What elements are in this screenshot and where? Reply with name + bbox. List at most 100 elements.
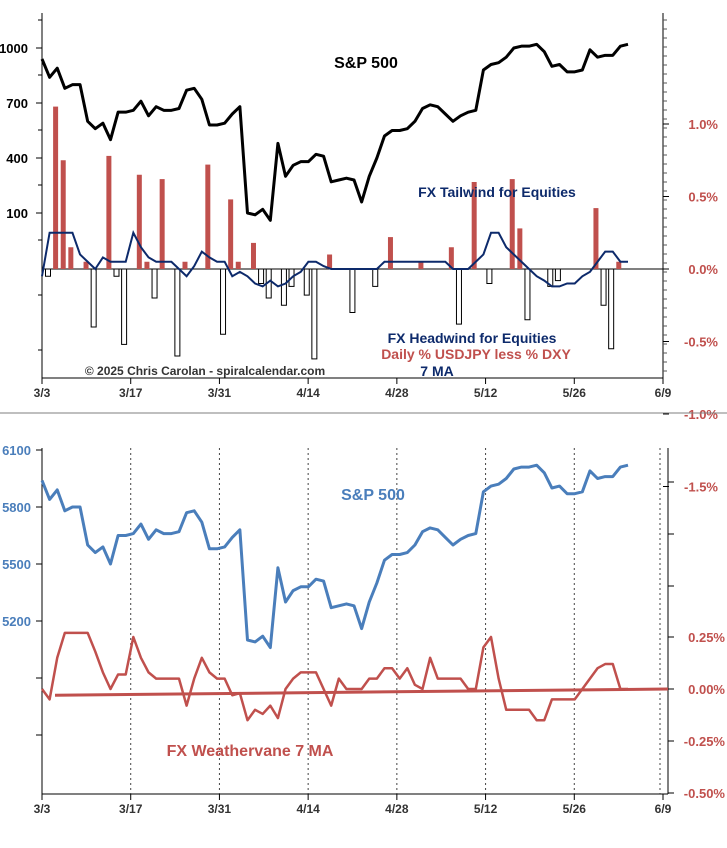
tailwind-bar [235,261,241,269]
bottom-x-ticks: 3/3 3/17 3/31 4/14 4/28 5/12 5/26 6/9 [34,794,672,816]
spx-line-bottom [40,463,629,650]
bottom-left-tick-label: 5200 [2,614,31,629]
headwind-bar [280,268,287,306]
bottom-x-tick-label: 3/17 [119,802,143,816]
top-x-tick-label: 4/28 [385,386,409,400]
headwind-bar [303,268,310,296]
tailwind-bar [616,261,622,269]
bottom-right-tick-label: 0.25% [688,630,725,645]
top-right-tick-label: -1.5% [684,480,718,495]
tailwind-bar [136,174,142,269]
spx-line-top [40,42,629,222]
top-left-tick-label: 400 [6,151,28,166]
top-x-ticks: 3/3 3/17 3/31 4/14 4/28 5/12 5/26 6/9 [34,378,672,400]
tailwind-bar [60,160,66,269]
top-left-ticks: 1000 700 400 100 [0,19,42,351]
headwind-bar [90,268,97,328]
tailwind-bar [593,208,599,269]
top-x-tick-label: 6/9 [655,386,672,400]
top-right-ticks: 1.0% 0.5% 0.0% -0.5% -1.0% -1.5% [663,19,718,495]
top-lines [40,42,629,288]
tailwind-bar [509,179,515,269]
tailwind-bar [205,164,211,269]
bottom-right-tick-label: -0.50% [684,786,726,801]
bottom-panel: 3/3 3/17 3/31 4/14 4/28 5/12 5/26 6/9 6100 5800 5… [2,443,725,816]
headwind-bar [486,268,493,284]
tailwind-bar [182,261,188,269]
tailwind-bar [517,228,523,269]
top-panel: 3/3 3/17 3/31 4/14 4/28 5/12 5/26 6/9 1000 700 40… [0,13,718,495]
tailwind-bar [418,261,424,269]
headwind-bar [45,268,51,277]
tailwind-bar [53,106,59,269]
tailwind-label: FX Tailwind for Equities [418,184,576,200]
tailwind-bar [327,254,333,269]
weathervane-label: FX Weathervane 7 MA [167,743,334,760]
headwind-bar [608,268,615,350]
headwind-bar [554,268,561,282]
bottom-x-tick-label: 4/14 [296,802,320,816]
headwind-bar [174,268,181,357]
top-left-tick-label: 100 [6,206,28,221]
headwind-bar [524,268,531,321]
bottom-right-tick-label: 0.00% [688,682,725,697]
top-right-tick-label: -0.5% [684,335,718,350]
top-right-tick-label: 0.0% [688,262,718,277]
bottom-right-tick-label: -0.25% [684,734,726,749]
tailwind-bar [250,242,256,269]
fx-ma7-line [41,230,628,288]
top-right-tick-label: 1.0% [688,117,718,132]
headwind-bar [113,268,120,277]
headwind-bar [372,268,379,287]
bottom-left-tick-label: 5500 [2,557,31,572]
bottom-spx-label: S&P 500 [341,487,405,504]
top-spx-label: S&P 500 [334,55,398,72]
bottom-x-tick-label: 5/12 [474,802,498,816]
headwind-bar [349,268,356,313]
headwind-bar [600,268,607,306]
headwind-bar [220,268,227,335]
headwind-bar [151,268,158,299]
copyright-text: © 2025 Chris Carolan - spiralcalendar.co… [85,364,325,378]
bottom-left-ticks: 6100 5800 5500 5200 [2,443,42,736]
top-x-tick-label: 4/14 [296,386,320,400]
bottom-lines [40,463,669,722]
top-right-tick-label: -1.0% [684,407,718,422]
tailwind-bar [471,182,477,269]
bottom-x-tick-label: 3/3 [34,802,51,816]
top-x-tick-label: 3/3 [34,386,51,400]
tailwind-bar [387,237,393,269]
fx-daily-bars [45,106,622,360]
top-x-tick-label: 5/26 [563,386,587,400]
weathervane-line [40,631,628,722]
bottom-x-tick-label: 4/28 [385,802,409,816]
tailwind-bar [106,155,112,269]
headwind-bar [258,268,265,284]
bottom-x-tick-label: 3/31 [208,802,232,816]
top-left-tick-label: 700 [6,96,28,111]
tailwind-bar [83,261,89,269]
top-left-tick-label: 1000 [0,41,28,56]
tailwind-bar [448,247,454,269]
headwind-bar [311,268,318,360]
top-x-tick-label: 5/12 [474,386,498,400]
bottom-x-tick-label: 5/26 [563,802,587,816]
top-x-tick-label: 3/17 [119,386,143,400]
headwind-label: FX Headwind for Equities [388,330,557,346]
top-right-tick-label: 0.5% [688,190,718,205]
bottom-left-tick-label: 6100 [2,443,31,458]
tailwind-bar [228,199,234,269]
bottom-left-tick-label: 5800 [2,500,31,515]
bottom-right-ticks: 0.25% 0.00% -0.25% -0.50% [668,481,726,801]
tailwind-bar [144,261,150,269]
ma-label: 7 MA [420,363,453,379]
top-x-tick-label: 3/31 [208,386,232,400]
tailwind-bar [159,179,165,269]
tailwind-bar [68,247,74,269]
daily-label: Daily % USDJPY less % DXY [381,346,571,362]
trend-line [54,687,669,697]
bottom-x-tick-label: 6/9 [655,802,672,816]
headwind-bar [121,268,128,345]
